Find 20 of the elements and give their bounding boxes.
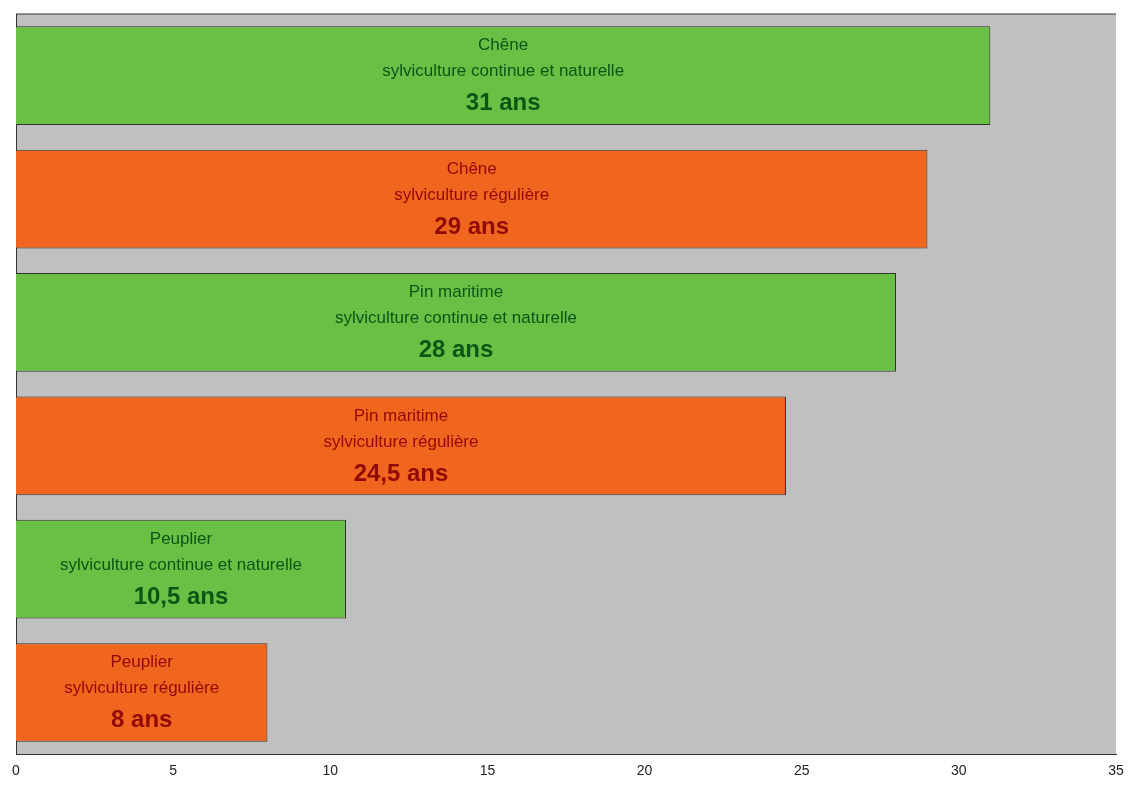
y-tick-label: Pin maritime sylviculture continue et naturelle <box>335 282 577 328</box>
y-tick-label: Peuplier sylviculture continue et naturelle <box>60 528 302 574</box>
data-label: 29 ans <box>434 211 510 239</box>
y-tick-label: Pin maritime sylviculture régulière <box>323 405 479 451</box>
y-tick-label: Chêne sylviculture régulière <box>394 158 550 204</box>
x-tick-label: 10 <box>322 762 339 779</box>
data-label: 24,5 ans <box>353 458 449 486</box>
x-tick-label: 35 <box>1108 762 1124 779</box>
x-tick-label: 15 <box>479 762 496 779</box>
data-label: 10,5 ans <box>133 581 229 609</box>
x-tick-label: 20 <box>636 762 653 779</box>
y-tick-label: Chêne sylviculture continue et naturelle <box>382 35 625 81</box>
data-label: 8 ans <box>111 705 173 733</box>
x-tick-label: 0 <box>12 762 21 779</box>
x-tick-label: 25 <box>793 762 810 779</box>
data-label: 31 ans <box>465 88 541 116</box>
y-tick-label: Peuplier sylviculture régulière <box>64 652 220 698</box>
data-label: 28 ans <box>418 335 494 363</box>
x-tick-label: 5 <box>169 762 178 779</box>
x-tick-label: 30 <box>951 762 967 779</box>
